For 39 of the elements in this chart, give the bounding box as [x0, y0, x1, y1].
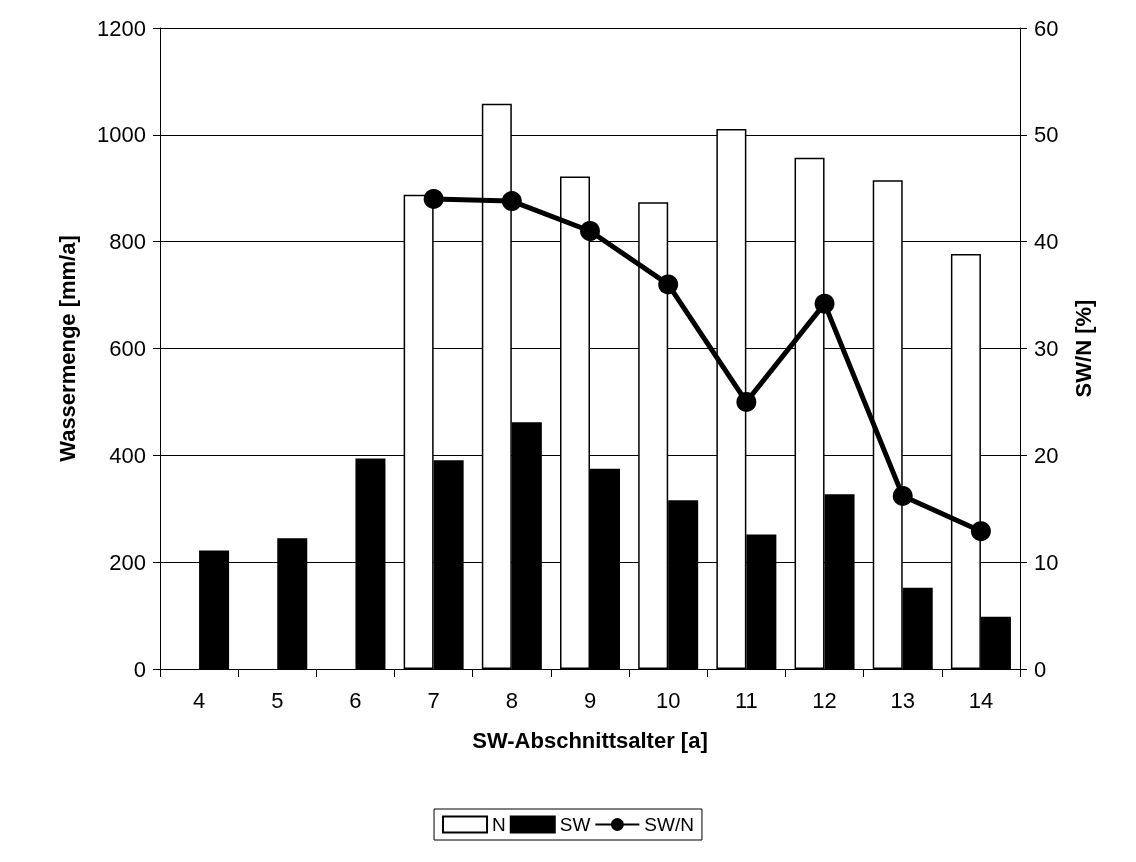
y2-tick-label: 30 [1034, 336, 1059, 361]
y2-tick-label: 0 [1034, 656, 1047, 682]
y-tick-label: 400 [109, 442, 146, 468]
x-tick-label: 10 [655, 687, 681, 713]
x-tick-label: 6 [349, 687, 362, 713]
legend-label: SW/N [644, 814, 694, 835]
y-tick-label: 1000 [97, 122, 146, 148]
x-tick-label: 4 [192, 687, 206, 713]
y2-tick-label: 50 [1034, 122, 1059, 148]
y2-tick-label: 20 [1034, 442, 1059, 468]
y2-axis-title: SW/N [%] [1070, 299, 1096, 398]
x-tick-label: 12 [812, 687, 837, 713]
y-tick-label: 600 [109, 336, 146, 361]
y2-tick-label: 40 [1034, 229, 1059, 255]
point [501, 191, 522, 212]
point [814, 293, 835, 314]
point [423, 188, 444, 209]
y-tick-label: 800 [109, 229, 146, 255]
point [736, 391, 757, 412]
x-tick-label: 9 [583, 687, 597, 713]
y-axis-title: Wassermenge [mm/a] [54, 235, 80, 462]
legend-label: SW [559, 814, 591, 835]
x-tick-label: 11 [734, 687, 758, 713]
point [658, 274, 679, 295]
x-tick-label: 13 [890, 687, 915, 713]
x-tick-label: 14 [968, 687, 994, 713]
y-tick-label: 0 [133, 656, 146, 682]
x-tick-label: 7 [427, 687, 440, 713]
x-axis-title: SW-Abschnittsalter [a] [472, 727, 708, 753]
y-tick-label: 1200 [97, 15, 146, 41]
x-tick-label: 5 [271, 687, 284, 713]
point [892, 485, 913, 506]
legend-label: N [492, 814, 506, 835]
point [970, 521, 991, 542]
y2-tick-label: 60 [1034, 15, 1059, 41]
x-tick-label: 8 [505, 687, 518, 713]
y-tick-label: 200 [109, 549, 146, 575]
point [580, 220, 600, 241]
y2-tick-label: 10 [1034, 549, 1059, 575]
